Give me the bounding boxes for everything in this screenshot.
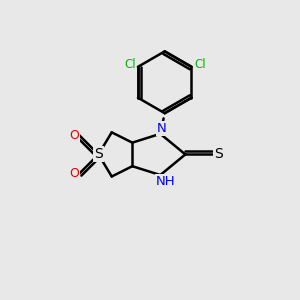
Text: O: O xyxy=(69,167,79,180)
Text: O: O xyxy=(69,129,79,142)
Text: S: S xyxy=(214,147,223,161)
Text: Cl: Cl xyxy=(194,58,206,71)
Text: S: S xyxy=(94,147,103,161)
Text: Cl: Cl xyxy=(124,58,136,71)
Text: NH: NH xyxy=(156,175,176,188)
Text: N: N xyxy=(157,122,167,135)
